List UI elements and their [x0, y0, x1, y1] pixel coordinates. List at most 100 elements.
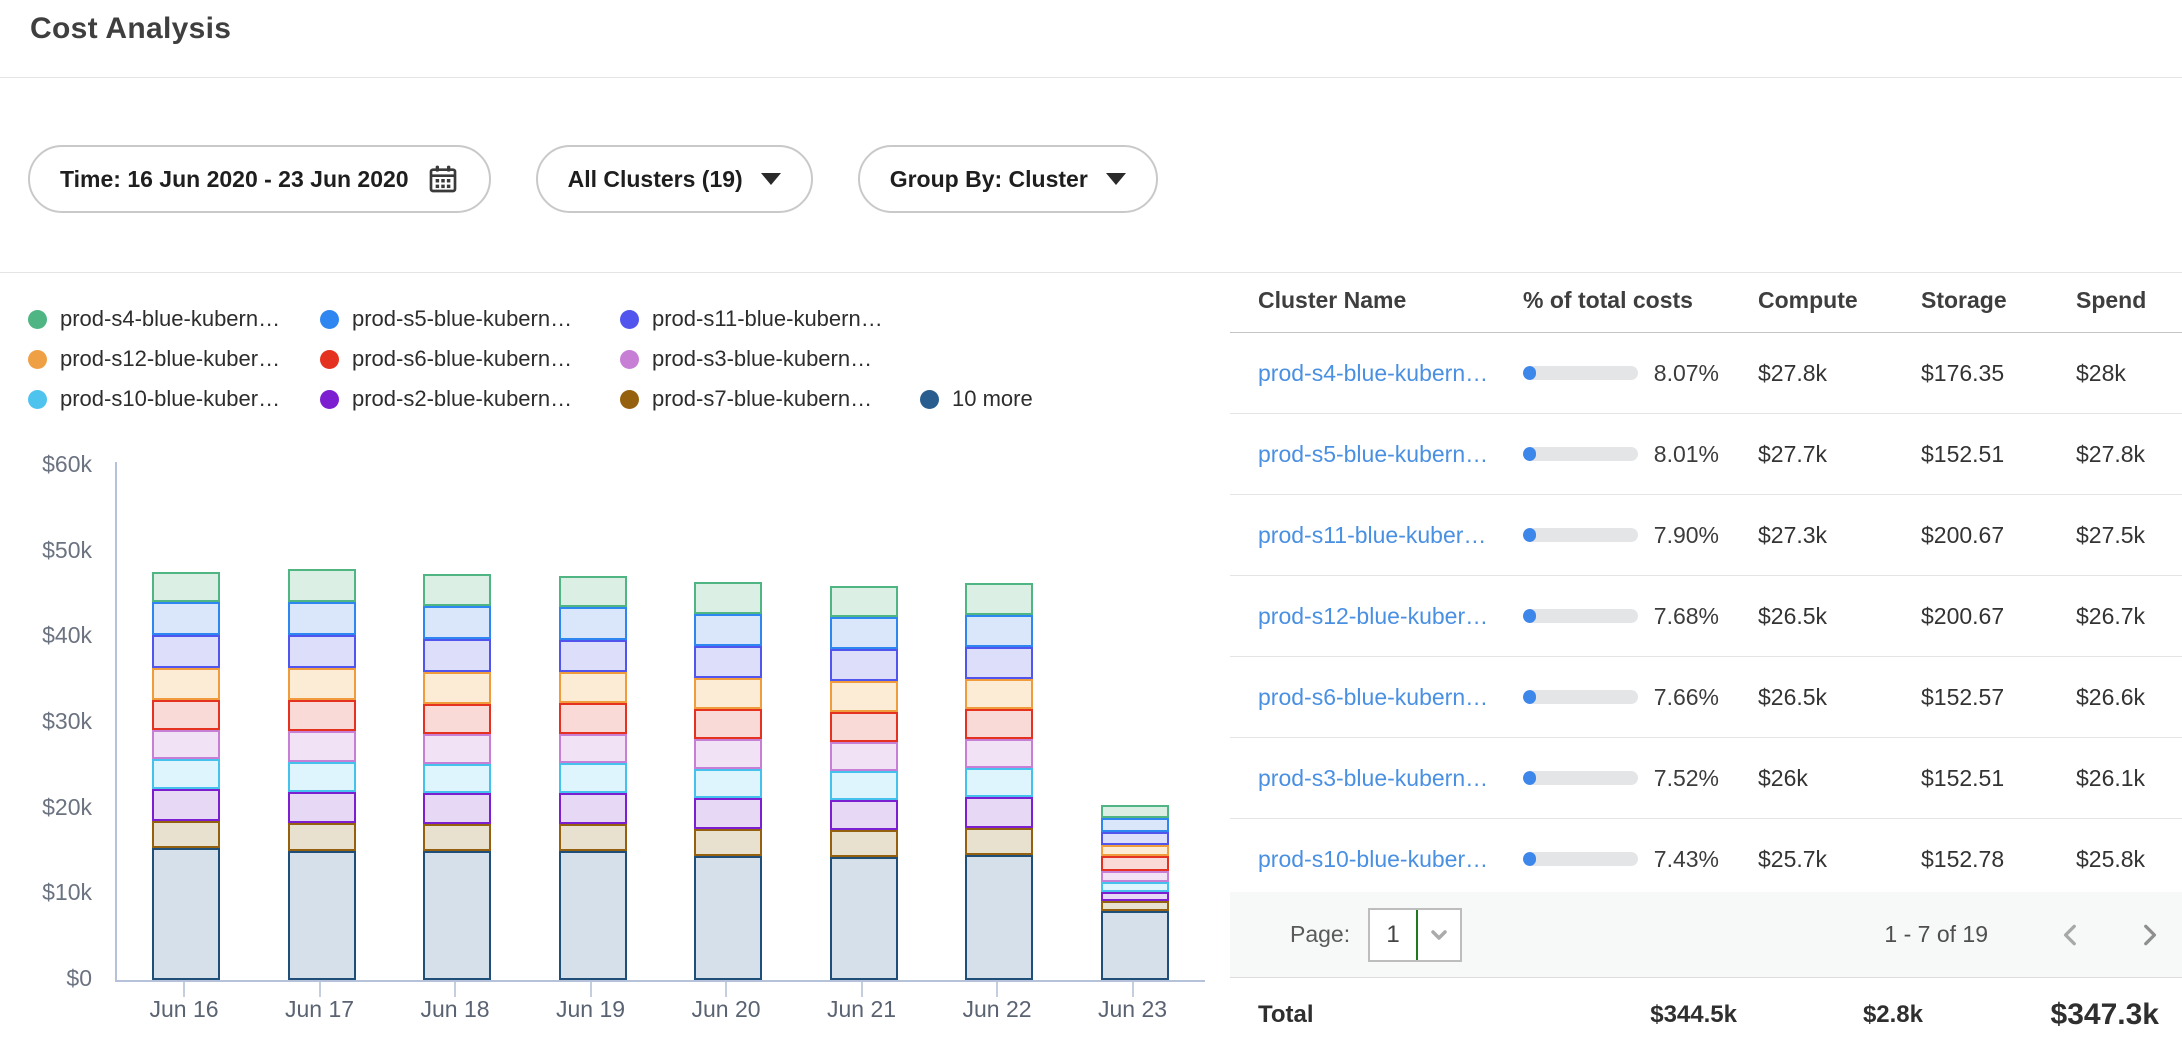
legend-item: prod-s4-blue-kubern… [28, 306, 320, 332]
total-spend-value: $347.3k [2050, 998, 2159, 1031]
y-axis-tick-label: $0 [66, 965, 92, 991]
spend-value: $27.5k [2076, 521, 2146, 548]
legend-item: 10 more [920, 386, 1033, 412]
bar-segment [558, 734, 627, 763]
legend-dot-icon [620, 389, 639, 409]
table-body: prod-s4-blue-kubern… 8.07% $27.8k $176.35 $2… [1230, 333, 2182, 900]
bar-segment [558, 851, 627, 980]
chart-plot [115, 462, 1205, 982]
bar-segment [423, 793, 491, 824]
bar-jun-19 [558, 576, 627, 980]
y-axis-tick-label: $40k [42, 622, 92, 649]
y-axis-tick-label: $60k [42, 451, 92, 477]
x-axis-label: Jun 20 [691, 996, 761, 1022]
spend-value: $26.1k [2076, 764, 2146, 791]
legend-dot-icon [620, 309, 639, 329]
time-range-filter[interactable]: Time: 16 Jun 2020 - 23 Jun 2020 [28, 145, 491, 213]
page-select[interactable]: 1 [1368, 907, 1463, 962]
bar-jun-17 [287, 569, 356, 980]
bar-segment [287, 731, 356, 762]
bar-segment [694, 582, 762, 614]
legend-label: prod-s6-blue-kubern… [352, 346, 573, 371]
legend-label: prod-s12-blue-kuber… [60, 346, 281, 371]
table-row: prod-s11-blue-kuber… 7.90% $27.3k $200.67 $2… [1230, 495, 2182, 576]
compute-value: $26.5k [1758, 602, 1828, 629]
legend-item: prod-s2-blue-kubern… [320, 386, 620, 412]
bar-segment [694, 614, 762, 646]
bar-segment [152, 759, 220, 789]
bar-segment [1100, 856, 1169, 871]
cluster-cost-table: Cluster Name % of total costs Compute St… [1230, 268, 2182, 900]
filter-bar: Time: 16 Jun 2020 - 23 Jun 2020 All Clus… [28, 145, 1158, 213]
pct-bar-fill [1523, 528, 1536, 542]
pct-bar-fill [1523, 447, 1536, 461]
legend-label: prod-s7-blue-kubern… [652, 386, 873, 411]
legend-label: prod-s2-blue-kubern… [352, 386, 573, 411]
bar-segment [694, 646, 762, 678]
bar-segment [558, 672, 627, 703]
bar-segment [965, 615, 1033, 647]
pct-bar-fill [1523, 852, 1536, 866]
compute-value: $26.5k [1758, 683, 1828, 710]
pagination-bar: Page: 1 1 - 7 of 19 [1230, 892, 2182, 978]
group-by-dropdown[interactable]: Group By: Cluster [857, 145, 1158, 213]
pct-value: 7.66% [1653, 683, 1719, 710]
legend-dot-icon [320, 309, 339, 329]
previous-page-icon[interactable] [2056, 917, 2086, 953]
cluster-name-link[interactable]: prod-s6-blue-kubern… [1258, 683, 1489, 710]
bar-segment [965, 797, 1033, 828]
cluster-name-link[interactable]: prod-s4-blue-kubern… [1258, 359, 1489, 386]
bar-segment [694, 856, 762, 980]
bar-segment [829, 857, 898, 980]
bar-segment [423, 851, 491, 980]
clusters-filter-dropdown[interactable]: All Clusters (19) [535, 145, 813, 213]
bar-jun-22 [965, 583, 1033, 980]
bar-segment [558, 793, 627, 824]
legend-item: prod-s6-blue-kubern… [320, 346, 620, 372]
cluster-name-link[interactable]: prod-s11-blue-kuber… [1258, 521, 1487, 548]
bar-segment [152, 635, 220, 668]
chart-legend: prod-s4-blue-kubern… prod-s5-blue-kubern…… [28, 299, 1033, 419]
table-header-row: Cluster Name % of total costs Compute St… [1230, 268, 2182, 333]
chevron-down-icon [1105, 173, 1126, 185]
table-row: prod-s6-blue-kubern… 7.66% $26.5k $152.57 $2… [1230, 657, 2182, 738]
next-page-icon[interactable] [2134, 917, 2164, 953]
header-divider [0, 77, 2182, 78]
storage-value: $152.78 [1921, 845, 2005, 872]
bar-segment [1100, 911, 1169, 980]
pct-of-total-cell: 7.66% [1510, 684, 1725, 711]
col-header-cluster-name: Cluster Name [1258, 286, 1407, 313]
bar-segment [829, 617, 898, 649]
legend-label: prod-s11-blue-kubern… [652, 306, 883, 331]
bar-segment [152, 700, 220, 730]
pct-bar-track [1523, 528, 1638, 542]
x-axis-tick [860, 982, 863, 997]
x-axis-label: Jun 18 [420, 996, 490, 1022]
legend-label: 10 more [952, 386, 1033, 411]
section-divider [0, 272, 2182, 273]
bar-jun-20 [694, 582, 762, 980]
storage-value: $152.51 [1921, 764, 2005, 791]
pct-bar-track [1523, 771, 1638, 785]
cluster-name-link[interactable]: prod-s3-blue-kubern… [1258, 764, 1489, 791]
cluster-name-link[interactable]: prod-s12-blue-kuber… [1258, 602, 1489, 629]
cluster-name-link[interactable]: prod-s10-blue-kuber… [1258, 845, 1489, 872]
compute-value: $27.7k [1758, 440, 1828, 467]
x-axis-tick [1131, 982, 1134, 997]
x-axis-tick [589, 982, 592, 997]
legend-item: prod-s3-blue-kubern… [620, 346, 920, 372]
bar-segment [1100, 901, 1169, 911]
x-axis-label: Jun 21 [826, 996, 897, 1022]
bar-segment [287, 668, 356, 700]
cluster-name-link[interactable]: prod-s5-blue-kubern… [1258, 440, 1489, 467]
pct-value: 7.52% [1653, 764, 1719, 791]
chevron-down-icon [1418, 910, 1460, 960]
bar-segment [558, 640, 627, 672]
pct-value: 8.07% [1653, 359, 1719, 386]
x-axis-label: Jun 16 [149, 996, 219, 1022]
bar-segment [1100, 845, 1169, 856]
bar-segment [829, 586, 898, 617]
x-axis-label: Jun 19 [555, 996, 626, 1022]
bar-segment [965, 739, 1033, 768]
